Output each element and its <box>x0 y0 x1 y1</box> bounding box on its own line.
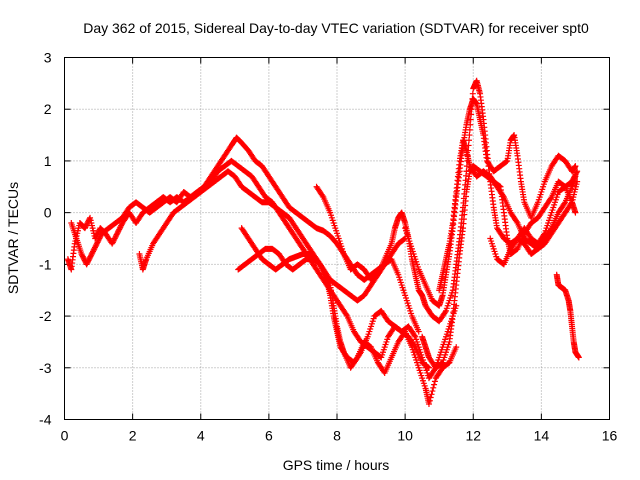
data-point <box>319 265 326 272</box>
series-5 <box>238 225 460 407</box>
data-point <box>568 200 575 207</box>
data-point <box>572 209 579 216</box>
data-point <box>572 173 579 180</box>
data-point <box>442 309 449 316</box>
chart-title: Day 362 of 2015, Sidereal Day-to-day VTE… <box>83 20 589 36</box>
y-tick-label: -3 <box>39 360 52 376</box>
x-tick-label: 6 <box>265 428 273 444</box>
data-point <box>575 354 582 361</box>
y-tick-label: 0 <box>44 205 52 221</box>
data-point <box>411 332 418 339</box>
series-1 <box>64 134 409 283</box>
x-tick-label: 16 <box>602 428 618 444</box>
data-point <box>453 344 460 351</box>
data-point <box>438 360 445 367</box>
series-9 <box>436 137 581 294</box>
data-point <box>429 388 436 395</box>
series-10 <box>487 173 579 268</box>
series-11 <box>553 271 582 361</box>
data-point <box>574 168 581 175</box>
data-point <box>431 381 438 388</box>
y-axis-label: SDTVAR / TECUs <box>5 182 21 294</box>
data-series <box>64 77 582 407</box>
data-point <box>428 391 435 398</box>
data-point <box>469 90 476 97</box>
data-point <box>561 200 568 207</box>
x-tick-label: 12 <box>465 428 481 444</box>
data-point <box>353 355 360 362</box>
y-tick-labels: -4 -3 -2 -1 0 1 2 3 <box>39 50 52 428</box>
data-point <box>401 236 408 243</box>
data-point <box>415 328 422 335</box>
data-point <box>547 226 554 233</box>
data-point <box>503 158 510 165</box>
axis-ticks <box>64 57 610 420</box>
x-tick-label: 10 <box>397 428 413 444</box>
y-tick-label: 3 <box>44 50 52 66</box>
x-tick-labels: 0 2 4 6 8 10 12 14 16 <box>61 428 618 444</box>
x-tick-label: 8 <box>333 428 341 444</box>
data-point <box>513 218 520 225</box>
data-point <box>319 192 326 199</box>
y-tick-label: -1 <box>39 256 52 272</box>
data-point <box>427 394 434 401</box>
y-tick-label: -2 <box>39 308 52 324</box>
data-point <box>425 400 432 407</box>
y-tick-label: -4 <box>39 412 52 428</box>
data-point <box>573 169 580 176</box>
series-7 <box>402 95 579 309</box>
data-point <box>572 163 579 170</box>
data-point <box>431 378 438 385</box>
x-axis-label: GPS time / hours <box>283 457 390 473</box>
x-tick-label: 2 <box>129 428 137 444</box>
data-point <box>547 195 554 202</box>
data-point <box>500 192 507 199</box>
x-tick-label: 4 <box>197 428 205 444</box>
data-point <box>465 137 472 144</box>
data-point <box>426 397 433 404</box>
data-point <box>343 311 350 318</box>
y-tick-label: 2 <box>44 101 52 117</box>
data-point <box>86 216 93 223</box>
y-tick-label: 1 <box>44 153 52 169</box>
data-point <box>430 384 437 391</box>
x-tick-label: 0 <box>61 428 69 444</box>
x-tick-label: 14 <box>534 428 550 444</box>
